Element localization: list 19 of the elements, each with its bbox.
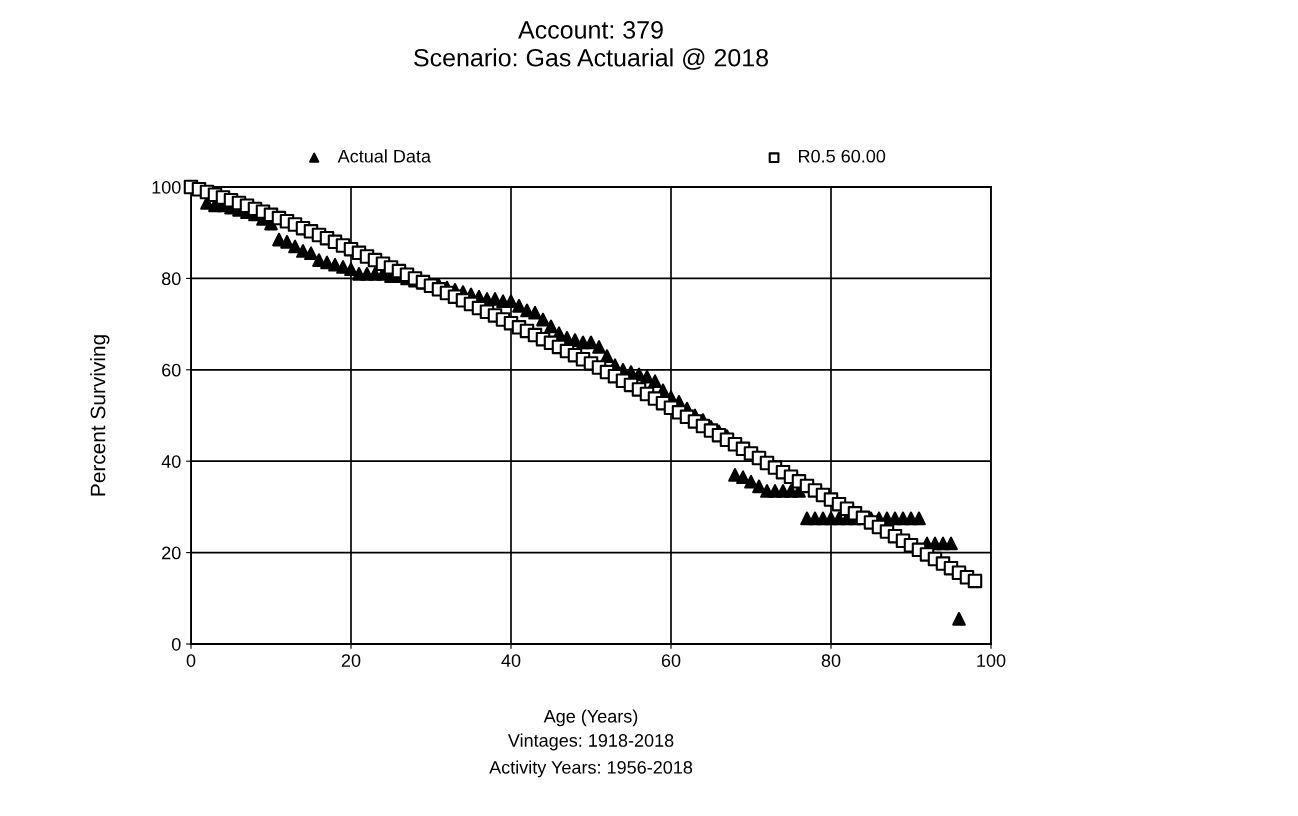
x-tick-label: 60 <box>661 654 681 667</box>
x-tick-label: 100 <box>977 654 1006 667</box>
y-tick-label: 0 <box>171 637 181 651</box>
x-axis-title: Age (Years) <box>543 709 638 727</box>
x-tick-label: 20 <box>341 654 361 667</box>
y-tick-label: 40 <box>161 455 181 468</box>
y-tick-label: 60 <box>162 363 181 377</box>
legend-label: R0.5 60.00 <box>799 149 886 163</box>
chart-title: Account: 379 Scenario: Gas Actuarial @ 2018 <box>414 21 768 70</box>
y-axis-title: Percent Surviving <box>90 335 110 496</box>
y-tick-label: 20 <box>162 546 181 560</box>
y-tick-label: 100 <box>152 180 181 194</box>
text: Activity Years: 1956-2018 <box>489 760 693 778</box>
text: Vintages: 1918-2018 <box>507 733 674 751</box>
y-tick-label: 80 <box>161 272 181 286</box>
x-tick-label: 80 <box>821 654 841 667</box>
x-tick-label: 0 <box>186 654 196 667</box>
legend-label: Actual Data <box>337 149 431 163</box>
x-tick-label: 40 <box>501 654 521 667</box>
